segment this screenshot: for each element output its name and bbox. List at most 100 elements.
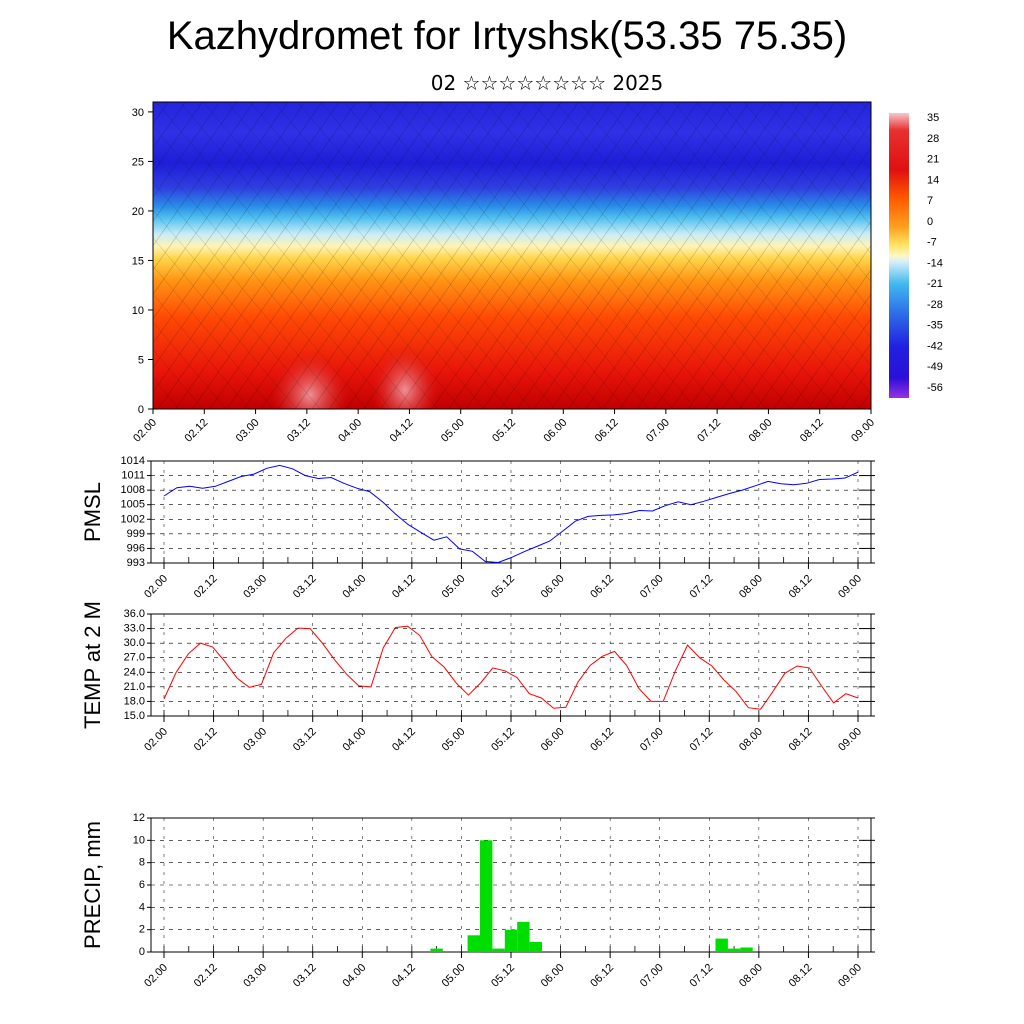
x-tick-label: 06.00 xyxy=(539,726,567,754)
x-tick-label: 03.12 xyxy=(291,573,319,601)
precip-bar xyxy=(727,948,741,952)
x-tick-label: 09.00 xyxy=(836,962,864,990)
x-tick-label: 09.00 xyxy=(849,417,877,445)
precip-bar xyxy=(529,942,542,952)
temp-panel: 36.0 33.0 30.0 27.0 24.0 21.0 18.0 15.0 02.00 02.… xyxy=(80,601,875,754)
x-tick-label: 09.00 xyxy=(836,573,864,601)
x-tick-label: 07.12 xyxy=(687,726,715,754)
x-tick-label: 05.00 xyxy=(439,417,467,445)
wind-barbs xyxy=(153,102,871,409)
x-tick-label: 08.00 xyxy=(747,417,775,445)
x-tick-label: 04.00 xyxy=(336,417,364,445)
chart-title: Kazhydromet for Irtyshsk(53.35 75.35) xyxy=(166,14,848,58)
x-tick-label: 02.00 xyxy=(142,962,170,990)
x-tick-label: 07.12 xyxy=(695,417,723,445)
x-tick-label: 02.00 xyxy=(131,417,159,445)
x-tick-label: 08.12 xyxy=(798,417,826,445)
x-tick-label: 04.00 xyxy=(340,962,368,990)
x-tick-label: 05.12 xyxy=(489,726,517,754)
colorbar-label: 7 xyxy=(927,195,933,207)
y-tick-label: 1014 xyxy=(121,455,145,467)
y-tick-label: 18.0 xyxy=(124,695,145,707)
x-tick-label: 06.12 xyxy=(588,726,616,754)
colorbar-label: -21 xyxy=(927,278,943,290)
x-tick-label: 07.12 xyxy=(687,573,715,601)
x-tick-label: 03.00 xyxy=(241,962,269,990)
x-tick-label: 08.00 xyxy=(737,573,765,601)
x-tick-label: 06.12 xyxy=(588,573,616,601)
y-tick-label: 1002 xyxy=(121,513,145,525)
x-tick-label: 03.00 xyxy=(241,726,269,754)
pmsl-panel: 1014 1011 1008 1005 1002 999 996 993 02.00 02.12 0… xyxy=(80,455,875,601)
y-tick-label: 20 xyxy=(132,206,144,218)
y-tick-label: 10 xyxy=(133,834,145,846)
x-tick-label: 03.12 xyxy=(291,962,319,990)
colorbar-fill xyxy=(889,113,909,398)
x-tick-label: 08.00 xyxy=(737,962,765,990)
x-tick-label: 04.12 xyxy=(388,417,416,445)
colorbar-label: -28 xyxy=(927,299,943,311)
precip-bar xyxy=(517,921,530,952)
x-tick-label: 02.00 xyxy=(142,573,170,601)
x-tick-label: 07.00 xyxy=(638,573,666,601)
x-tick-label: 04.00 xyxy=(340,573,368,601)
y-tick-label: 5 xyxy=(138,354,144,366)
panel-frame xyxy=(150,460,872,564)
colorbar-label: -56 xyxy=(927,382,943,394)
x-tick-label: 06.12 xyxy=(593,417,621,445)
y-tick-label: 0 xyxy=(138,404,144,416)
x-tick-label: 05.00 xyxy=(440,573,468,601)
x-tick-label: 05.00 xyxy=(440,726,468,754)
y-tick-label: 27.0 xyxy=(124,652,145,664)
y-tick-label: 2 xyxy=(139,924,145,936)
colorbar: 35 28 21 14 7 0 -7 -14 -21 -28 -35 -42 -49 -56 xyxy=(889,112,943,398)
y-tick-label: 21.0 xyxy=(124,681,145,693)
y-tick-label: 4 xyxy=(139,901,145,913)
y-tick-label: 996 xyxy=(127,542,145,554)
precip-panel: 12 10 8 6 4 2 0 02.00 02.12 03.00 03.12 04.00 04.12 0… xyxy=(80,812,875,990)
x-tick-label: 04.12 xyxy=(390,962,418,990)
y-tick-label: 15 xyxy=(132,255,144,267)
x-tick-label: 06.00 xyxy=(539,962,567,990)
y-tick-label: 6 xyxy=(139,879,145,891)
colorbar-label: -7 xyxy=(927,237,937,249)
x-tick-label: 04.12 xyxy=(390,726,418,754)
y-tick-label: 993 xyxy=(127,557,145,569)
y-axis-label: PMSL xyxy=(80,482,105,542)
x-tick-label: 08.12 xyxy=(787,573,815,601)
x-tick-label: 03.00 xyxy=(234,417,262,445)
x-tick-label: 04.00 xyxy=(340,726,368,754)
x-tick-label: 05.12 xyxy=(489,962,517,990)
x-tick-label: 02.12 xyxy=(192,962,220,990)
x-tick-label: 09.00 xyxy=(836,726,864,754)
y-tick-label: 30.0 xyxy=(124,637,145,649)
x-tick-label: 04.12 xyxy=(390,573,418,601)
x-tick-label: 05.00 xyxy=(440,962,468,990)
colorbar-label: -42 xyxy=(927,340,943,352)
chart-subtitle: 02 ☆☆☆☆☆☆☆☆ 2025 xyxy=(430,71,664,95)
colorbar-label: -35 xyxy=(927,320,943,332)
colorbar-label: 35 xyxy=(927,112,939,124)
y-tick-label: 36.0 xyxy=(124,608,145,620)
x-tick-label: 03.12 xyxy=(285,417,313,445)
y-tick-label: 24.0 xyxy=(124,666,145,678)
x-tick-label: 03.00 xyxy=(241,573,269,601)
colorbar-label: 21 xyxy=(927,154,939,166)
y-tick-label: 30 xyxy=(132,107,144,119)
x-tick-label: 02.00 xyxy=(142,726,170,754)
y-tick-label: 1008 xyxy=(121,484,145,496)
x-tick-label: 06.12 xyxy=(588,962,616,990)
precip-bar xyxy=(715,938,728,952)
colorbar-label: -14 xyxy=(927,257,943,269)
precip-bar xyxy=(480,840,493,952)
x-tick-label: 07.00 xyxy=(638,726,666,754)
y-axis-label: PRECIP, mm xyxy=(80,821,105,949)
precip-bar xyxy=(740,947,753,952)
y-tick-label: 1011 xyxy=(121,470,145,482)
y-tick-label: 12 xyxy=(133,812,145,824)
y-tick-label: 15.0 xyxy=(124,710,145,722)
colorbar-label: -49 xyxy=(927,361,943,373)
precip-bar xyxy=(504,929,518,952)
x-tick-label: 06.00 xyxy=(539,573,567,601)
